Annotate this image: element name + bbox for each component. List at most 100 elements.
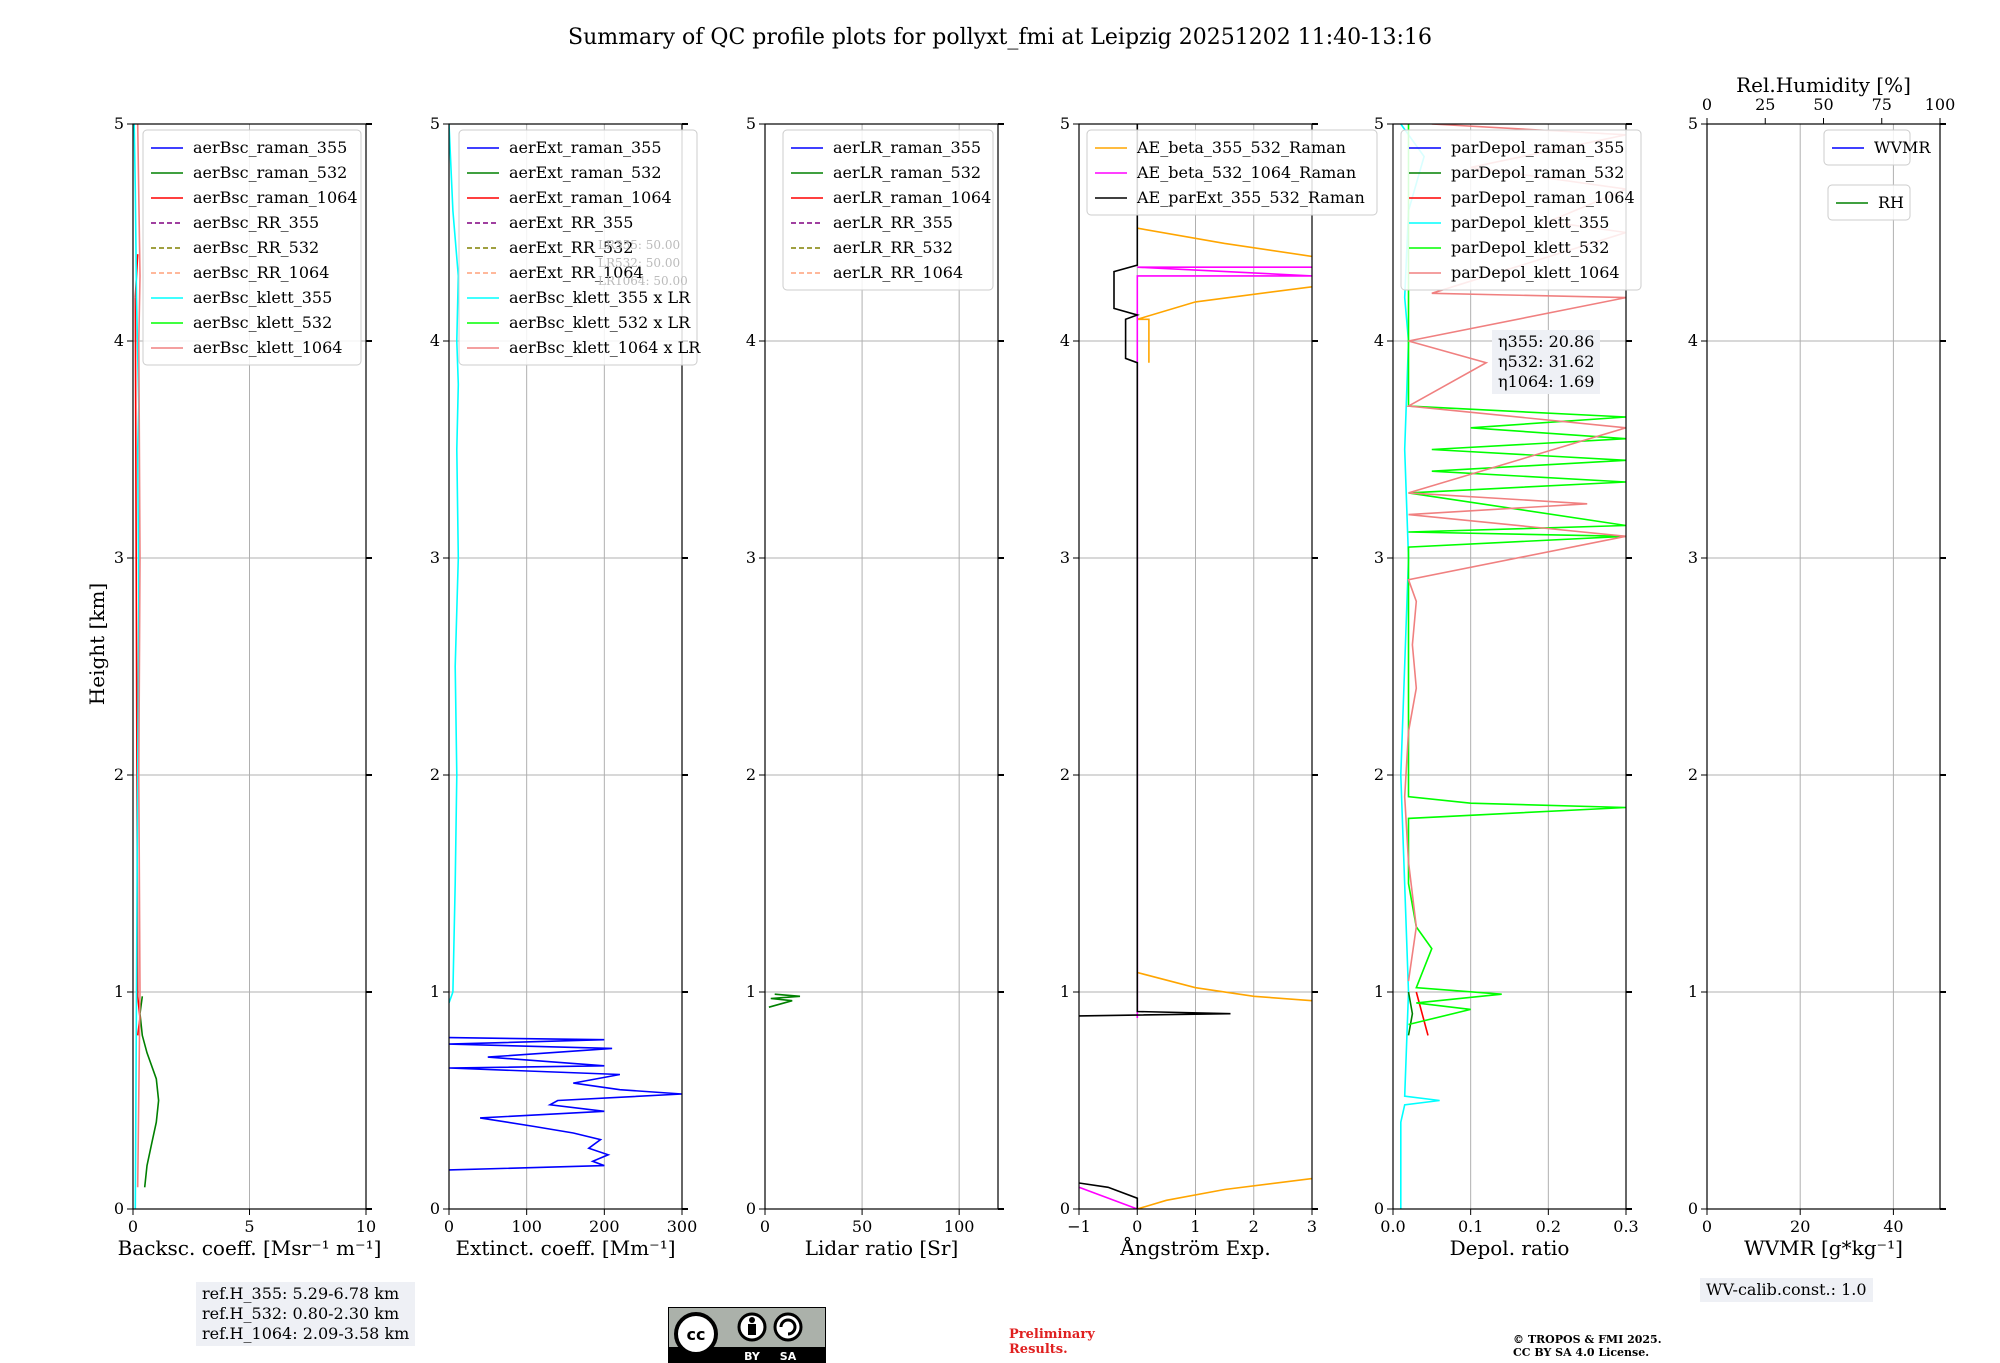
x-tick-label: 10: [356, 1217, 376, 1236]
x-tick-label: 20: [1790, 1217, 1810, 1236]
y-tick-label: 0: [114, 1199, 124, 1218]
legend-entry: aerExt_RR_532: [509, 238, 633, 257]
legend: aerExt_raman_355 aerExt_raman_532 aerExt_r…: [458, 129, 701, 366]
y-tick-label: 4: [1688, 331, 1698, 350]
cc-by-sa-logo: cc BY SA: [668, 1307, 826, 1363]
y-tick-label: 0: [430, 1199, 440, 1218]
x-tick-label: 100: [511, 1217, 542, 1236]
legend-entry: parDepol_raman_355: [1451, 138, 1624, 157]
series-line: [1137, 286, 1312, 363]
legend-frame: [782, 129, 994, 291]
legend-entry: AE_parExt_355_532_Raman: [1136, 188, 1365, 207]
legend-frame: [1823, 129, 1911, 166]
eta-532: η532: 31.62: [1498, 352, 1595, 371]
legend-entry: aerExt_RR_355: [509, 213, 633, 232]
cc-logo-text: cc: [687, 1325, 706, 1344]
legend-frame: [142, 129, 362, 366]
x-tick-label: 2: [1249, 1217, 1259, 1236]
x-tick-label: 0: [1132, 1217, 1142, 1236]
series-line: [133, 124, 140, 1209]
preliminary-line-2: Results.: [1009, 1342, 1068, 1357]
copyright-note: © TROPOS & FMI 2025. CC BY SA 4.0 Licens…: [1513, 1333, 1662, 1359]
y-tick-label: 2: [1688, 765, 1698, 784]
y-tick-label: 4: [114, 331, 124, 350]
lr-1064: LR1064: 50.00: [598, 274, 688, 288]
y-tick-label: 0: [1688, 1199, 1698, 1218]
legend-entry: aerBsc_klett_1064: [193, 338, 342, 357]
legend-entry: parDepol_raman_1064: [1451, 188, 1635, 207]
lr-532: LR532: 50.00: [598, 256, 681, 270]
y-tick-label: 5: [746, 114, 756, 133]
reference-height-box: ref.H_355: 5.29-6.78 km ref.H_532: 0.80-…: [196, 1282, 416, 1346]
series-line: [1407, 991, 1414, 1036]
legend-entry: AE_beta_355_532_Raman: [1136, 138, 1346, 157]
series-line: [1137, 227, 1312, 258]
y-tick-label: 1: [430, 982, 440, 1001]
legend-frame: [458, 129, 698, 366]
axes-frame: [448, 123, 683, 1210]
legend-entry: aerLR_RR_532: [833, 238, 953, 257]
legend-entry: aerBsc_raman_1064: [193, 188, 358, 207]
legend-entry: parDepol_klett_355: [1451, 213, 1609, 232]
series-group: [133, 124, 160, 1209]
legend-entry: aerLR_raman_355: [833, 138, 981, 157]
series-line: [1136, 266, 1312, 1018]
x-tick-label: 50: [852, 1217, 872, 1236]
y-tick-label: 0: [746, 1199, 756, 1218]
y-tick-label: 0: [1060, 1199, 1070, 1218]
y-tick-label: 2: [114, 765, 124, 784]
series-group: [768, 993, 801, 1008]
y-tick-label: 4: [1374, 331, 1384, 350]
series-line: [449, 1036, 682, 1171]
eta-355: η355: 20.86: [1498, 332, 1595, 351]
eta-1064: η1064: 1.69: [1498, 372, 1595, 391]
figure-title: Summary of QC profile plots for pollyxt_…: [568, 25, 1432, 50]
axes-frame: [1392, 123, 1627, 1210]
x-tick-label: 200: [589, 1217, 620, 1236]
y-tick-label: 2: [1060, 765, 1070, 784]
legend-entry: parDepol_raman_532: [1451, 163, 1624, 182]
legend-frame: [1827, 184, 1911, 221]
legend-entry: aerBsc_klett_355: [193, 288, 332, 307]
y-tick-label: 1: [1374, 982, 1384, 1001]
y-tick-label: 3: [430, 548, 440, 567]
y-tick-label: 1: [746, 982, 756, 1001]
top-x-tick-label: 75: [1872, 95, 1892, 114]
legend-entry: aerExt_RR_1064: [509, 263, 644, 282]
legend-entry: aerBsc_klett_532: [193, 313, 332, 332]
y-tick-label: 4: [746, 331, 756, 350]
top-x-tick-label: 0: [1702, 95, 1712, 114]
copyright-line-2: CC BY SA 4.0 License.: [1513, 1346, 1650, 1359]
preliminary-line-1: Preliminary: [1009, 1327, 1095, 1342]
cc-by-text: BY: [744, 1350, 761, 1363]
x-tick-label: −1: [1067, 1217, 1091, 1236]
x-tick-label: 100: [944, 1217, 975, 1236]
y-tick-label: 5: [114, 114, 124, 133]
legend-entry: aerLR_raman_532: [833, 163, 981, 182]
x-tick-label: 0: [128, 1217, 138, 1236]
x-tick-label: 1: [1190, 1217, 1200, 1236]
legend-entry: aerLR_raman_1064: [833, 188, 991, 207]
x-tick-label: 0.0: [1380, 1217, 1405, 1236]
x-axis-label: Backsc. coeff. [Msr⁻¹ m⁻¹]: [118, 1236, 382, 1260]
x-tick-label: 0.3: [1613, 1217, 1638, 1236]
legend: RH: [1827, 184, 1911, 221]
legend-entry: aerLR_RR_355: [833, 213, 953, 232]
x-axis-label: Ångström Exp.: [1119, 1235, 1270, 1260]
series-line: [1079, 1182, 1139, 1209]
y-tick-label: 2: [746, 765, 756, 784]
series-line: [449, 124, 460, 1004]
y-tick-label: 5: [1060, 114, 1070, 133]
legend: AE_beta_355_532_Raman AE_beta_532_1064_Ra…: [1086, 129, 1378, 216]
ref-height-355: ref.H_355: 5.29-6.78 km: [202, 1284, 400, 1303]
y-tick-label: 1: [1688, 982, 1698, 1001]
series-line: [1415, 991, 1429, 1036]
x-tick-label: 0.2: [1536, 1217, 1561, 1236]
series-line: [1137, 971, 1312, 1002]
series-line: [1407, 124, 1626, 1026]
legend-entry: aerBsc_RR_355: [193, 213, 319, 232]
x-axis-label: Extinct. coeff. [Mm⁻¹]: [455, 1236, 675, 1260]
